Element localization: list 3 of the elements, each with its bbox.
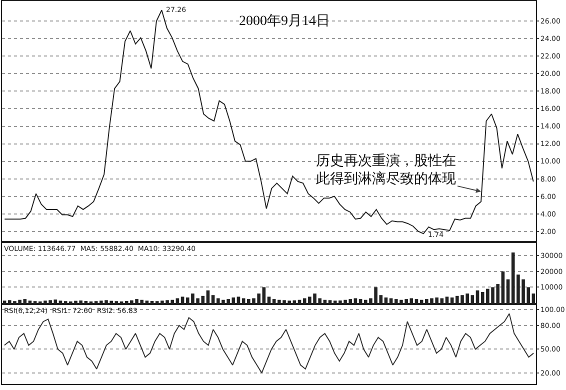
line-series: [4, 313, 534, 374]
annotation: 历史再次重演，股性在此得到淋漓尽致的体现: [316, 153, 456, 188]
annotation: 2000年9月14日: [239, 13, 330, 29]
